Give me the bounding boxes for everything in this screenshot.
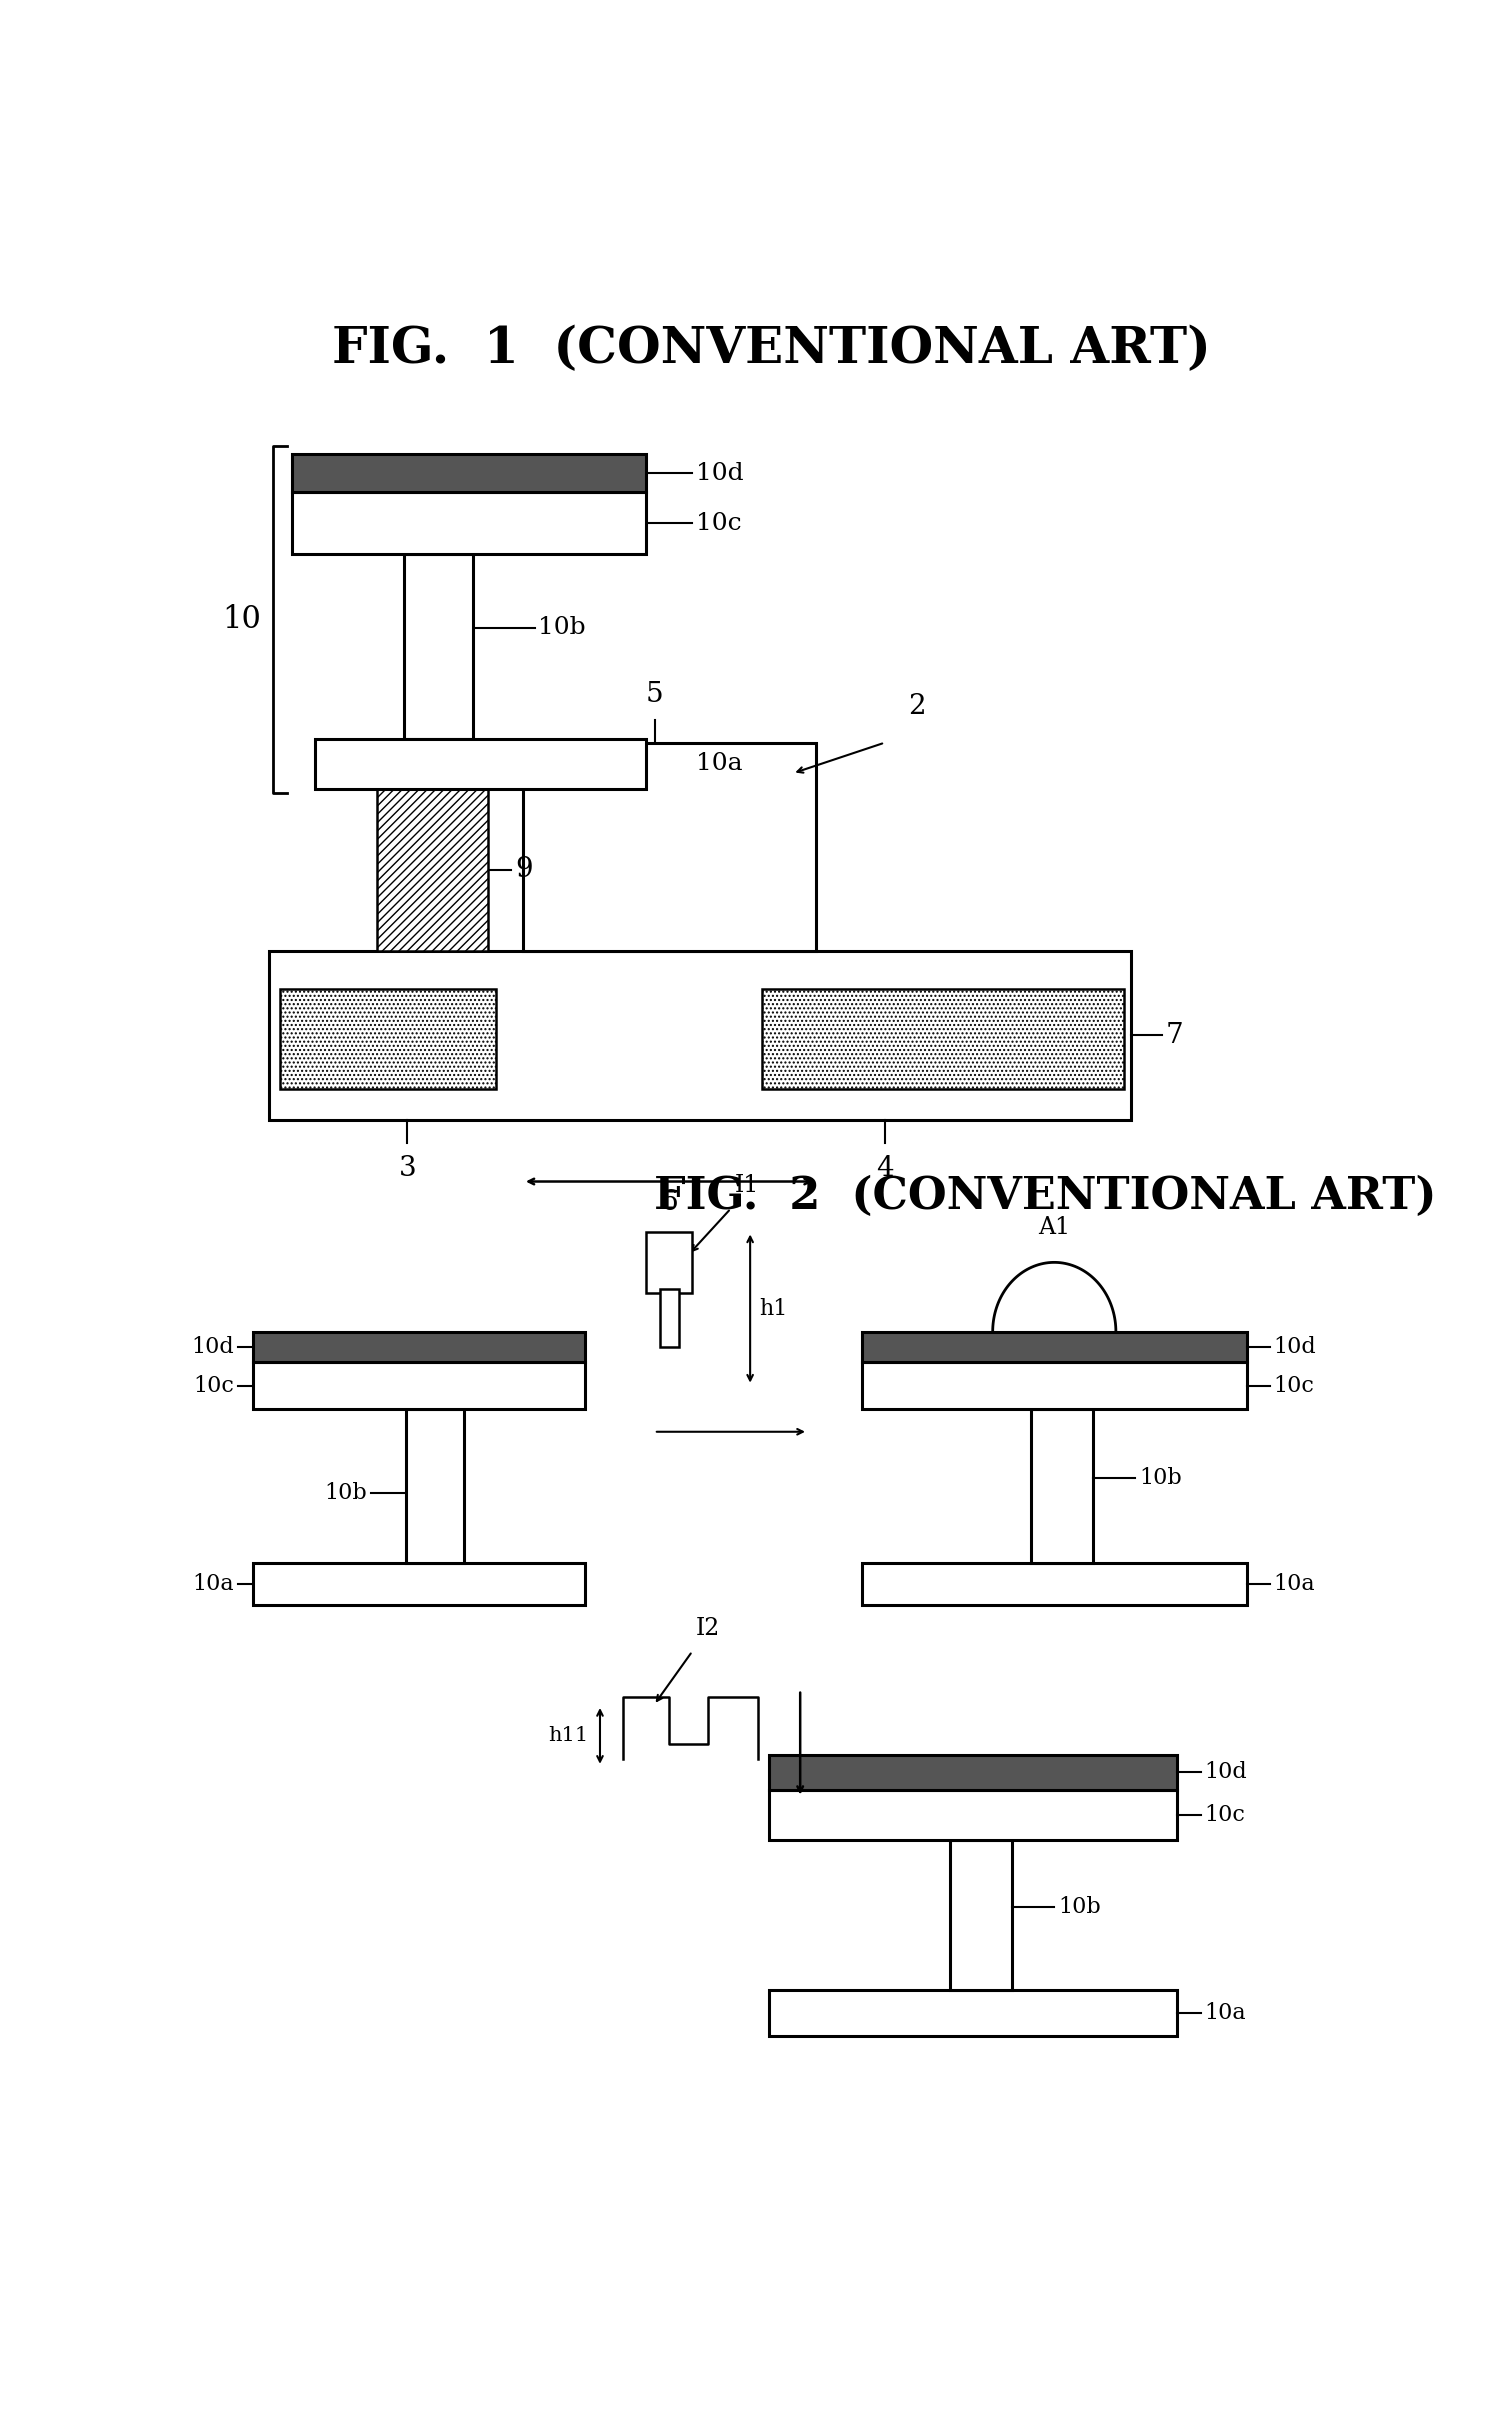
Text: 4: 4 [876,1154,894,1180]
Bar [862,1563,1246,1604]
Bar [661,1289,679,1347]
Bar [862,1332,1246,1363]
Text: 3: 3 [399,1154,417,1180]
Text: h11: h11 [548,1727,588,1747]
Text: 10b: 10b [325,1482,367,1503]
Bar [646,1231,692,1294]
Text: 10d: 10d [191,1337,235,1359]
Bar [292,453,646,491]
Text: 10c: 10c [1204,1804,1245,1826]
Text: I2: I2 [697,1616,721,1641]
Text: h1: h1 [760,1298,787,1320]
Bar [269,952,1132,1120]
Text: 10a: 10a [193,1573,235,1595]
Text: 10a: 10a [1273,1573,1315,1595]
Bar [762,990,1124,1089]
Text: FIG.  1  (CONVENTIONAL ART): FIG. 1 (CONVENTIONAL ART) [331,325,1210,373]
Text: 10a: 10a [1204,2002,1246,2024]
Bar [769,1790,1177,1840]
Text: 10b: 10b [539,617,585,638]
Bar [315,740,646,788]
Bar [406,1409,464,1563]
Text: 10c: 10c [1273,1376,1314,1397]
Text: 10b: 10b [1139,1467,1181,1489]
Text: 10b: 10b [1058,1896,1100,1918]
Text: 10a: 10a [697,752,743,776]
Bar [862,1363,1246,1409]
Text: 2: 2 [908,691,926,720]
Bar [950,1840,1011,1990]
Text: 10: 10 [223,605,262,636]
Text: 10c: 10c [193,1376,235,1397]
Bar [253,1363,584,1409]
Text: I1: I1 [734,1173,759,1197]
Bar [1031,1409,1093,1563]
Text: FIG.  2  (CONVENTIONAL ART): FIG. 2 (CONVENTIONAL ART) [653,1176,1436,1219]
Bar [524,742,816,952]
Text: 6: 6 [661,1190,679,1217]
Bar [769,1990,1177,2036]
Text: A1: A1 [1038,1217,1070,1238]
Bar [769,1756,1177,1790]
Text: 10d: 10d [1273,1337,1317,1359]
Text: 9: 9 [515,855,533,884]
Bar [253,1332,584,1363]
Bar [376,788,488,952]
Text: 10d: 10d [1204,1761,1248,1783]
Bar [376,788,488,952]
Bar [762,990,1124,1089]
Bar [280,990,497,1089]
Text: 10d: 10d [697,463,743,484]
Text: 10c: 10c [697,511,742,535]
Bar [280,990,497,1089]
Bar [292,491,646,554]
Text: 7: 7 [1166,1021,1184,1048]
Bar [253,1563,584,1604]
Bar [403,554,473,740]
Text: 5: 5 [646,682,664,708]
